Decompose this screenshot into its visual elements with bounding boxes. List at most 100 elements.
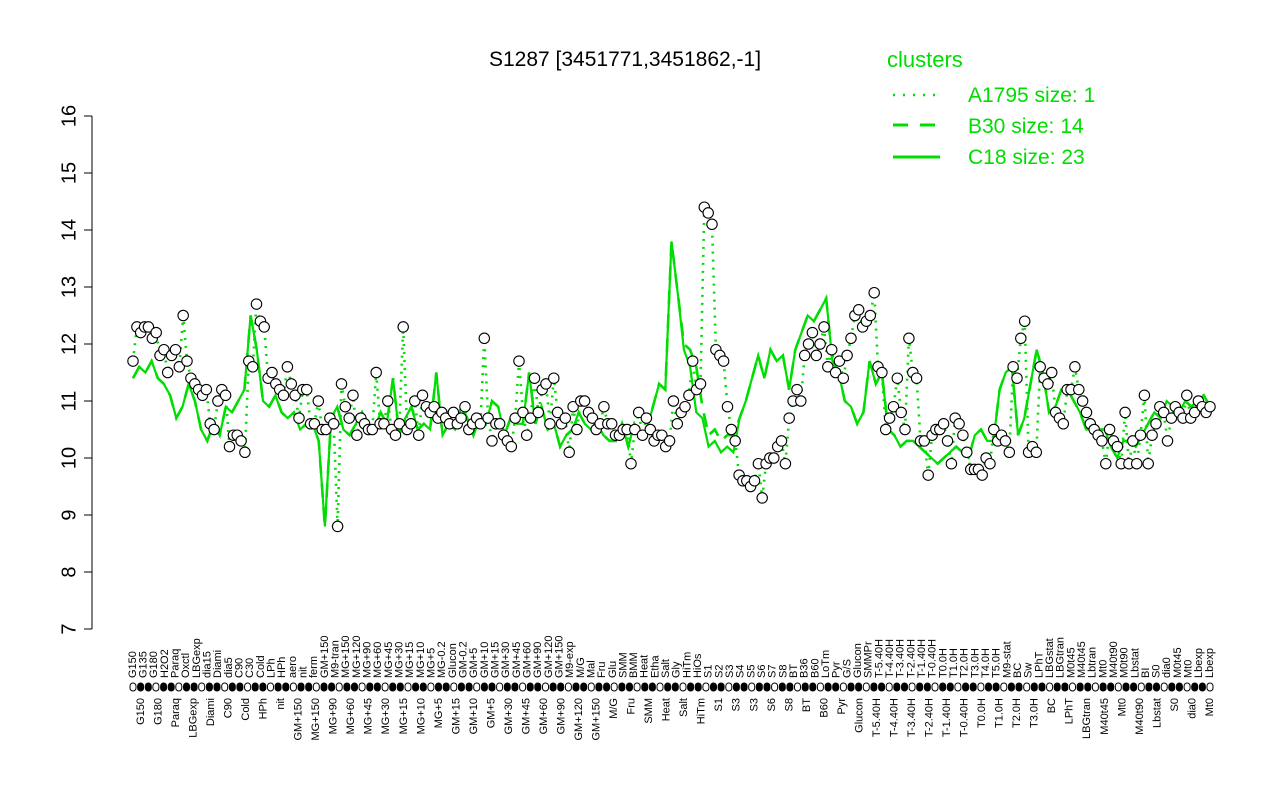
x-bottom-label: GM+45 [520,698,532,734]
x-bottom-label: GM+150 [591,698,603,741]
x-rug-marker [748,682,756,692]
data-point [795,395,807,407]
data-point [822,361,834,373]
data-point [150,326,162,339]
x-top-label: GM+120 [543,636,555,679]
x-rug-marker [1000,682,1008,692]
x-bottom-label: T-4.40H [889,698,901,737]
x-rug-marker [419,682,427,692]
x-top-label: dia15 [202,651,214,678]
data-point [208,423,220,436]
x-bottom-label: Paraq [170,698,182,727]
data-point [455,412,467,424]
x-rug-marker [671,682,679,692]
x-bottom-label: C90 [223,698,235,718]
x-top-label: LBGexp [191,638,203,678]
x-bottom-label: M40t45 [1099,698,1111,735]
legend-label-a1795: A1795 size: 1 [968,84,1095,107]
x-bottom-label: T-5.40H [871,698,883,737]
data-point [1146,429,1158,441]
x-bottom-label: LBGtran [1081,698,1093,739]
data-point [717,355,730,367]
x-top-label: BT [788,664,800,678]
x-rug-marker [885,682,893,692]
x-rug-marker [939,682,947,692]
x-rug-marker [144,682,152,692]
x-top-label: S7 [767,665,779,678]
data-point [1018,315,1031,327]
x-rug-marker [580,682,588,692]
x-rug-marker [442,682,450,692]
x-top-label: Cold [255,655,267,678]
x-rug-marker [992,682,1000,692]
x-rug-marker [1007,682,1015,692]
data-point [1157,406,1170,419]
x-rug-marker [1099,682,1107,692]
data-point [891,372,904,384]
x-top-label: G/S [841,659,853,678]
data-point [300,383,313,396]
data-point [266,366,278,379]
x-rug-marker [901,682,908,692]
x-rug-marker [1137,682,1145,692]
x-bottom-labels: G150 G180 Paraq LBGexp Diami C90 Cold HPh nit GM+… [135,698,1216,741]
data-point [1069,361,1081,373]
x-rug-marker [931,682,939,692]
data-point [984,457,996,470]
x-top-label: MG+15 [404,642,416,678]
x-bottom-label: S8 [783,698,795,711]
x-rug-marker [557,682,565,692]
y-axis: 7 8 9 10 11 12 13 14 15 16 [58,105,93,635]
x-top-label: Glucon [447,643,459,678]
x-top-label: Glu [607,661,619,678]
x-rug-marker [1069,682,1076,692]
data-point [1011,372,1023,384]
data-point [142,321,155,333]
x-top-label: SMM [617,652,629,678]
x-top-label: H2O2 [159,649,171,678]
x-top-label: Mal [585,660,597,678]
x-rug-marker [702,682,710,692]
x-top-label: Heat [639,655,651,678]
x-rug-marker [694,682,702,692]
x-top-label: LBGtran [1055,637,1067,678]
data-point [158,343,170,356]
data-point [343,412,355,424]
x-top-label: MG+10 [415,642,427,678]
x-rug-marker [1206,682,1214,692]
x-rug-marker [1122,682,1130,692]
x-bottom-label: T3.0H [1029,698,1041,728]
data-point [366,423,379,436]
data-point [895,406,907,419]
x-rug-marker [855,682,863,692]
x-top-label: dia5 [223,657,235,678]
legend: clusters A1795 size: 1 B30 size: 14 C18 … [887,47,1095,169]
x-top-label: Oxctl [180,653,192,678]
data-point [219,389,232,402]
x-rug-marker [129,682,137,692]
x-rug-marker [1145,682,1153,692]
data-point [308,418,321,430]
x-rug-marker [236,682,244,692]
x-bottom-label: SMM [643,698,655,724]
x-rug-marker [534,682,542,692]
data-point [370,366,382,379]
data-point [957,429,969,441]
x-rug-marker [396,682,404,692]
x-rug-marker [641,682,649,692]
x-rug-marker [725,682,733,692]
data-point [721,400,734,413]
x-rug-marker [954,682,962,692]
x-rug-marker [160,682,168,692]
x-rug-marker [213,682,221,692]
x-rug-marker [618,682,626,692]
x-rug-marker [740,682,748,692]
x-rug-marker [755,682,763,692]
data-point [320,423,332,436]
x-top-label: Lbexp [1193,648,1205,678]
x-bottom-label: Pyr [836,698,848,715]
data-point [1142,457,1154,470]
x-top-label: S0 [1151,665,1163,678]
data-point [837,372,850,384]
data-point [706,218,718,231]
